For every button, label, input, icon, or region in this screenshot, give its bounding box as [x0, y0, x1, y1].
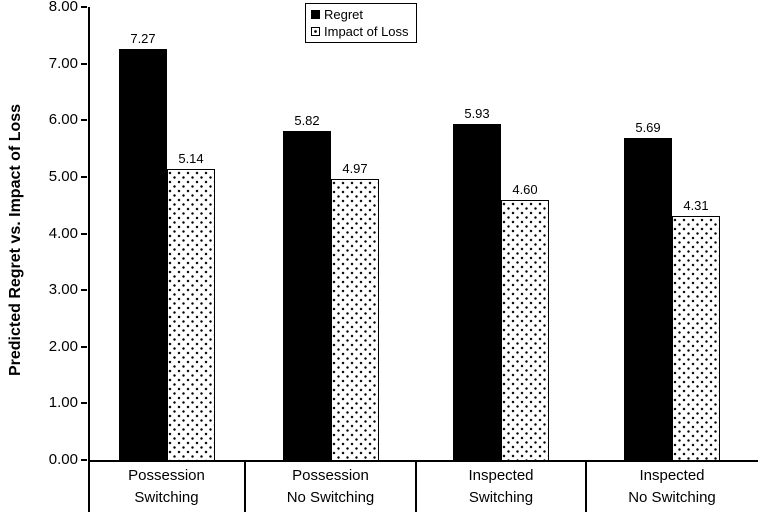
y-tick [81, 233, 87, 235]
bar-value-label-impact-of-loss-3: 4.31 [683, 198, 709, 213]
y-tick-label: 7.00 [48, 55, 78, 72]
y-axis-line [88, 7, 90, 512]
bar-impact-of-loss-3 [672, 216, 720, 461]
category-label-inspected-switching: Inspected Switching [416, 463, 586, 511]
y-tick [81, 402, 87, 404]
bar-regret-3 [624, 138, 672, 461]
legend-label-regret: Regret [324, 7, 364, 22]
y-tick [81, 6, 87, 8]
y-tick-label: 2.00 [48, 338, 78, 355]
y-tick [81, 346, 87, 348]
y-tick-label: 3.00 [48, 281, 78, 298]
category-label-line: No Switching [628, 489, 716, 506]
bar-value-label-regret-0: 7.27 [130, 31, 156, 46]
y-tick [81, 119, 87, 121]
bar-value-label-impact-of-loss-0: 5.14 [178, 151, 204, 166]
category-label-line: Possession [128, 467, 205, 484]
y-tick [81, 459, 87, 461]
y-tick-label: 1.00 [48, 394, 78, 411]
category-label-line: No Switching [286, 489, 375, 506]
legend-label-impact-of-loss: Impact of Loss [324, 24, 409, 39]
y-tick [81, 289, 87, 291]
category-separator [585, 462, 587, 512]
legend-item-impact-of-loss: Impact of Loss [311, 24, 409, 39]
legend-item-regret: Regret [311, 7, 409, 22]
bar-regret-1 [283, 131, 331, 461]
category-label-line: Switching [134, 489, 199, 506]
category-label-line: Inspected [639, 467, 705, 484]
dotted-swatch-icon [311, 27, 320, 36]
category-label-inspected-no-switching: Inspected No Switching [586, 463, 758, 511]
category-label-line: Inspected [468, 467, 534, 484]
bar-regret-2 [453, 124, 501, 461]
bar-value-label-impact-of-loss-1: 4.97 [342, 161, 368, 176]
bar-impact-of-loss-2 [501, 200, 549, 461]
y-tick-label: 4.00 [48, 225, 78, 242]
y-tick [81, 63, 87, 65]
bar-value-label-impact-of-loss-2: 4.60 [512, 182, 538, 197]
bar-value-label-regret-1: 5.82 [294, 113, 320, 128]
category-label-line: Possession [292, 467, 369, 484]
solid-black-swatch-icon [311, 10, 320, 19]
category-separator [415, 462, 417, 512]
y-tick-label: 5.00 [48, 168, 78, 185]
category-separator [244, 462, 246, 512]
x-axis-line [88, 460, 758, 462]
category-label-possession-no-switching: Possession No Switching [245, 463, 416, 511]
y-tick-label: 6.00 [48, 111, 78, 128]
y-tick-label: 8.00 [48, 0, 78, 15]
bar-impact-of-loss-0 [167, 169, 215, 461]
category-label-line: Switching [468, 489, 534, 506]
y-tick-label: 0.00 [48, 451, 78, 468]
legend: Regret Impact of Loss [305, 3, 417, 43]
bar-value-label-regret-3: 5.69 [635, 120, 661, 135]
bar-regret-0 [119, 49, 167, 461]
bar-value-label-regret-2: 5.93 [464, 106, 490, 121]
bar-impact-of-loss-1 [331, 179, 379, 461]
category-label-possession-switching: Possession Switching [88, 463, 245, 511]
y-tick [81, 176, 87, 178]
